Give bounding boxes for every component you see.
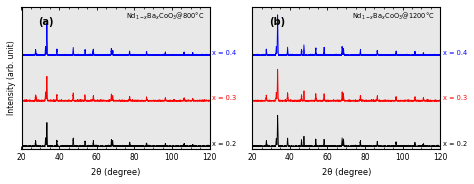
X-axis label: 2θ (degree): 2θ (degree) (91, 168, 140, 177)
Text: (b): (b) (269, 17, 285, 27)
Text: Nd$_{1-x}$Ba$_x$CoO$_3$@1200°C: Nd$_{1-x}$Ba$_x$CoO$_3$@1200°C (352, 11, 435, 22)
Text: Nd$_{1-x}$Ba$_x$CoO$_3$@800°C: Nd$_{1-x}$Ba$_x$CoO$_3$@800°C (126, 11, 204, 22)
Text: x = 0.4: x = 0.4 (212, 50, 237, 56)
Text: x = 0.2: x = 0.2 (443, 141, 467, 147)
Text: x = 0.3: x = 0.3 (212, 95, 237, 101)
Text: x = 0.4: x = 0.4 (443, 50, 467, 56)
Y-axis label: Intensity (arb. unit): Intensity (arb. unit) (7, 40, 16, 115)
Text: x = 0.2: x = 0.2 (212, 141, 237, 147)
X-axis label: 2θ (degree): 2θ (degree) (321, 168, 371, 177)
Text: (a): (a) (38, 17, 54, 27)
Text: x = 0.3: x = 0.3 (443, 95, 467, 101)
